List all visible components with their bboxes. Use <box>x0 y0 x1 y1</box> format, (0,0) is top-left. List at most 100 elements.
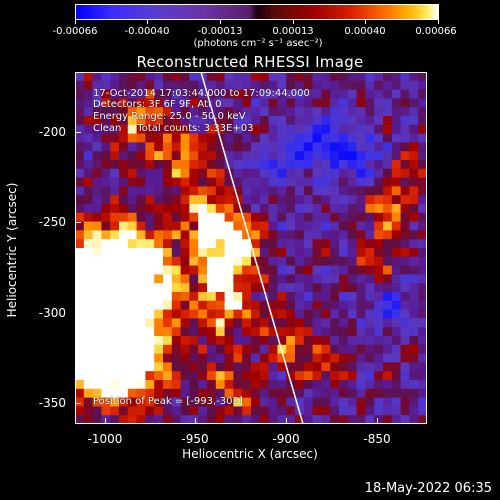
image-pixel <box>224 256 234 266</box>
image-pixel <box>163 353 173 363</box>
image-pixel <box>383 212 393 222</box>
image-pixel <box>207 80 217 90</box>
image-pixel <box>374 388 384 398</box>
image-pixel <box>383 353 393 363</box>
rhessi-image-canvas <box>75 72 427 424</box>
image-pixel <box>75 353 85 363</box>
image-pixel <box>83 336 93 346</box>
image-pixel <box>347 300 357 310</box>
image-pixel <box>277 142 287 152</box>
image-pixel <box>259 274 269 284</box>
image-pixel <box>171 142 181 152</box>
image-pixel <box>75 371 85 381</box>
image-pixel <box>215 371 225 381</box>
image-pixel <box>92 195 102 205</box>
image-pixel <box>409 239 419 249</box>
image-pixel <box>119 388 129 398</box>
image-pixel <box>251 212 261 222</box>
image-pixel <box>391 195 401 205</box>
image-pixel <box>374 80 384 90</box>
image-pixel <box>101 116 111 126</box>
image-pixel <box>277 353 287 363</box>
image-pixel <box>215 80 225 90</box>
image-pixel <box>119 265 129 275</box>
image-pixel <box>136 406 146 416</box>
image-pixel <box>330 265 340 275</box>
image-pixel <box>92 353 102 363</box>
image-pixel <box>374 318 384 328</box>
image-pixel <box>339 212 349 222</box>
image-pixel <box>119 353 129 363</box>
image-pixel <box>242 353 252 363</box>
image-pixel <box>339 160 349 170</box>
image-pixel <box>242 168 252 178</box>
image-pixel <box>259 327 269 337</box>
image-pixel <box>295 362 305 372</box>
image-pixel <box>356 344 366 354</box>
image-pixel <box>356 300 366 310</box>
image-pixel <box>215 195 225 205</box>
image-pixel <box>110 327 120 337</box>
image-pixel <box>154 160 164 170</box>
image-pixel <box>365 204 375 214</box>
image-pixel <box>330 168 340 178</box>
image-pixel <box>259 318 269 328</box>
image-pixel <box>251 142 261 152</box>
image-pixel <box>145 160 155 170</box>
solar-limb-line <box>200 72 304 424</box>
image-pixel <box>215 72 225 82</box>
image-pixel <box>136 212 146 222</box>
y-tick-label: -300 <box>38 306 66 320</box>
image-pixel <box>259 116 269 126</box>
image-pixel <box>365 133 375 143</box>
image-pixel <box>312 292 322 302</box>
image-pixel <box>374 327 384 337</box>
image-pixel <box>207 353 217 363</box>
image-pixel <box>277 380 287 390</box>
image-pixel <box>330 98 340 108</box>
image-pixel <box>215 415 225 424</box>
image-pixel <box>198 256 208 266</box>
image-pixel <box>215 204 225 214</box>
image-pixel <box>277 89 287 99</box>
image-pixel <box>409 248 419 258</box>
image-pixel <box>75 168 85 178</box>
image-pixel <box>409 177 419 187</box>
image-pixel <box>75 142 85 152</box>
image-pixel <box>356 248 366 258</box>
image-pixel <box>418 274 427 284</box>
image-pixel <box>295 177 305 187</box>
image-pixel <box>233 107 243 117</box>
image-pixel <box>409 336 419 346</box>
image-pixel <box>207 98 217 108</box>
image-pixel <box>242 177 252 187</box>
image-pixel <box>145 221 155 231</box>
image-pixel <box>163 195 173 205</box>
image-pixel <box>383 124 393 134</box>
image-pixel <box>154 397 164 407</box>
image-pixel <box>268 256 278 266</box>
image-pixel <box>92 283 102 293</box>
image-pixel <box>339 415 349 424</box>
image-pixel <box>154 168 164 178</box>
image-pixel <box>163 300 173 310</box>
image-pixel <box>356 98 366 108</box>
image-pixel <box>207 151 217 161</box>
image-pixel <box>207 265 217 275</box>
image-pixel <box>119 336 129 346</box>
image-pixel <box>92 380 102 390</box>
image-pixel <box>198 300 208 310</box>
image-pixel <box>418 256 427 266</box>
image-pixel <box>286 72 296 82</box>
image-pixel <box>268 292 278 302</box>
image-pixel <box>365 318 375 328</box>
image-pixel <box>75 124 85 134</box>
image-pixel <box>198 133 208 143</box>
image-pixel <box>189 292 199 302</box>
image-pixel <box>400 283 410 293</box>
image-pixel <box>295 72 305 82</box>
image-pixel <box>101 265 111 275</box>
image-pixel <box>127 89 137 99</box>
image-pixel <box>75 327 85 337</box>
image-pixel <box>251 230 261 240</box>
